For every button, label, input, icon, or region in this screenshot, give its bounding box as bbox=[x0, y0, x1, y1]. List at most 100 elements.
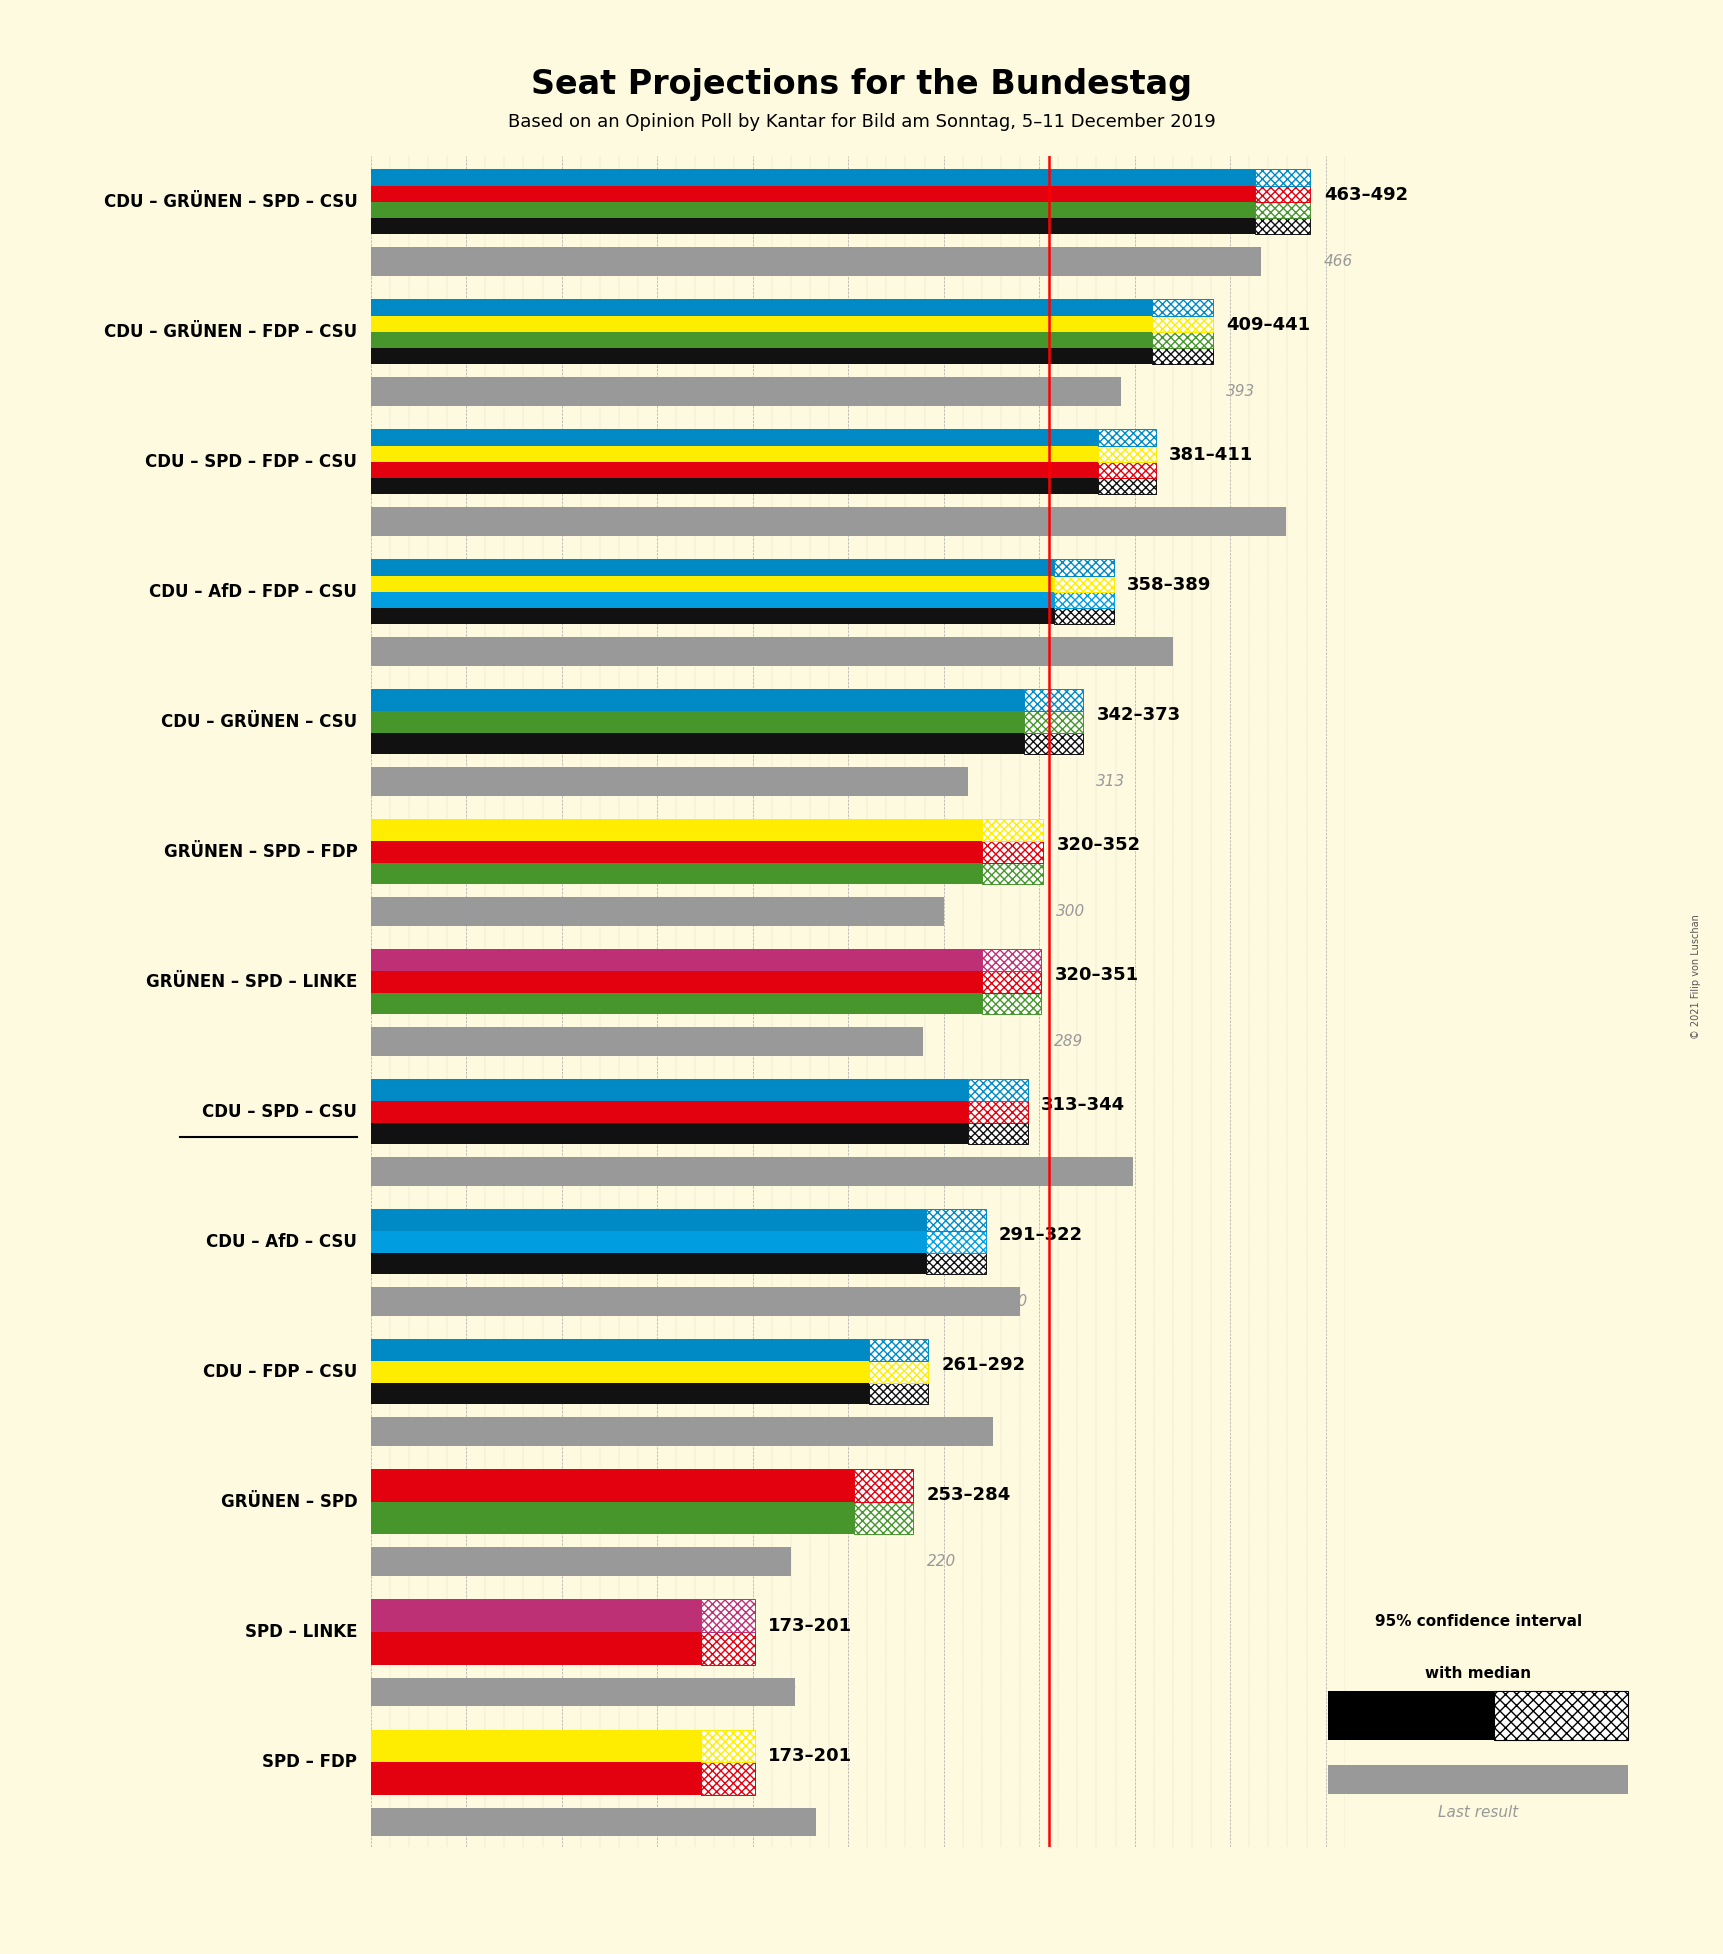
Bar bbox=[1254, 219, 1309, 234]
Bar bbox=[370, 592, 1054, 608]
Bar bbox=[868, 1340, 927, 1362]
Text: 420: 420 bbox=[1127, 645, 1156, 658]
Bar bbox=[1054, 608, 1113, 625]
Bar bbox=[370, 170, 1254, 186]
Bar bbox=[853, 1503, 913, 1534]
Bar bbox=[370, 971, 982, 993]
Bar bbox=[1023, 690, 1082, 711]
Bar bbox=[370, 993, 982, 1014]
Bar bbox=[370, 637, 1172, 666]
Text: 289: 289 bbox=[1054, 1034, 1084, 1049]
Bar bbox=[925, 1231, 986, 1253]
Bar bbox=[982, 819, 1042, 840]
Text: 222: 222 bbox=[767, 1684, 796, 1700]
Bar bbox=[1023, 711, 1082, 733]
Bar bbox=[370, 248, 1260, 276]
Bar bbox=[1254, 201, 1309, 219]
Bar bbox=[982, 840, 1042, 864]
Bar bbox=[370, 576, 1054, 592]
Bar bbox=[370, 430, 1098, 446]
Bar bbox=[1098, 446, 1154, 461]
Bar bbox=[1328, 1764, 1627, 1794]
Bar bbox=[1151, 317, 1213, 332]
Bar bbox=[370, 317, 1151, 332]
Bar bbox=[982, 950, 1041, 971]
Bar bbox=[853, 1469, 913, 1503]
Bar bbox=[968, 1079, 1027, 1102]
Bar bbox=[868, 1340, 927, 1362]
Bar bbox=[701, 1600, 755, 1632]
Bar bbox=[370, 508, 1285, 535]
Text: 253–284: 253–284 bbox=[925, 1487, 1010, 1505]
Bar bbox=[370, 1079, 968, 1102]
Text: CDU – GRÜNEN – CSU: CDU – GRÜNEN – CSU bbox=[160, 713, 357, 731]
Bar bbox=[370, 1210, 925, 1231]
Bar bbox=[982, 864, 1042, 885]
Text: 173–201: 173–201 bbox=[767, 1616, 851, 1634]
Text: 320–351: 320–351 bbox=[1054, 967, 1137, 985]
Text: 320–352: 320–352 bbox=[1056, 836, 1141, 854]
Bar bbox=[925, 1210, 986, 1231]
Bar bbox=[1023, 733, 1082, 754]
Bar bbox=[370, 377, 1120, 406]
Bar bbox=[968, 1124, 1027, 1145]
Bar bbox=[1254, 170, 1309, 186]
Text: CDU – SPD – FDP – CSU: CDU – SPD – FDP – CSU bbox=[145, 453, 357, 471]
Bar bbox=[1054, 559, 1113, 576]
Bar bbox=[370, 1763, 701, 1794]
Bar bbox=[1151, 332, 1213, 348]
Bar bbox=[982, 971, 1041, 993]
Text: 300: 300 bbox=[1056, 905, 1085, 918]
Bar bbox=[1254, 170, 1309, 186]
Text: 358–389: 358–389 bbox=[1127, 576, 1211, 594]
Text: CDU – GRÜNEN – FDP – CSU: CDU – GRÜNEN – FDP – CSU bbox=[103, 322, 357, 340]
Text: © 2021 Filip von Luschan: © 2021 Filip von Luschan bbox=[1690, 914, 1701, 1040]
Text: CDU – SPD – CSU: CDU – SPD – CSU bbox=[202, 1102, 357, 1122]
Bar bbox=[370, 461, 1098, 479]
Bar bbox=[968, 1124, 1027, 1145]
Bar bbox=[370, 201, 1254, 219]
Bar bbox=[370, 1632, 701, 1665]
Bar bbox=[370, 1288, 1020, 1317]
Bar bbox=[370, 1362, 868, 1383]
Text: with median: with median bbox=[1425, 1667, 1530, 1680]
Text: SPD – FDP: SPD – FDP bbox=[262, 1753, 357, 1770]
Bar bbox=[370, 819, 982, 840]
Bar bbox=[853, 1469, 913, 1503]
Text: 326: 326 bbox=[941, 1424, 970, 1440]
Bar bbox=[1151, 317, 1213, 332]
Bar bbox=[701, 1729, 755, 1763]
Bar bbox=[1054, 576, 1113, 592]
Bar bbox=[1151, 299, 1213, 317]
Bar bbox=[370, 1231, 925, 1253]
Bar bbox=[1023, 733, 1082, 754]
Bar bbox=[370, 348, 1151, 363]
Bar bbox=[1098, 446, 1154, 461]
Bar bbox=[370, 1383, 868, 1405]
Text: 381–411: 381–411 bbox=[1168, 446, 1253, 465]
Text: GRÜNEN – SPD – FDP: GRÜNEN – SPD – FDP bbox=[164, 842, 357, 862]
Text: Based on an Opinion Poll by Kantar for Bild am Sonntag, 5–11 December 2019: Based on an Opinion Poll by Kantar for B… bbox=[508, 113, 1215, 131]
Bar bbox=[968, 1102, 1027, 1124]
Bar bbox=[370, 1253, 925, 1274]
Text: 399: 399 bbox=[1041, 1165, 1070, 1180]
Bar bbox=[968, 1079, 1027, 1102]
Bar bbox=[370, 768, 968, 795]
Text: CDU – FDP – CSU: CDU – FDP – CSU bbox=[203, 1364, 357, 1381]
Bar bbox=[982, 950, 1041, 971]
Bar bbox=[701, 1632, 755, 1665]
Bar bbox=[370, 1729, 701, 1763]
Text: 261–292: 261–292 bbox=[941, 1356, 1025, 1374]
Bar bbox=[370, 1548, 791, 1577]
Text: Last result: Last result bbox=[1437, 1805, 1518, 1821]
Bar bbox=[982, 993, 1041, 1014]
Bar bbox=[1098, 461, 1154, 479]
Bar bbox=[370, 219, 1254, 234]
Bar bbox=[370, 1157, 1132, 1186]
Bar bbox=[370, 186, 1254, 201]
Bar bbox=[370, 1469, 853, 1503]
Bar bbox=[1254, 219, 1309, 234]
Bar bbox=[370, 1503, 853, 1534]
Bar bbox=[1151, 332, 1213, 348]
Text: 393: 393 bbox=[1225, 385, 1254, 399]
